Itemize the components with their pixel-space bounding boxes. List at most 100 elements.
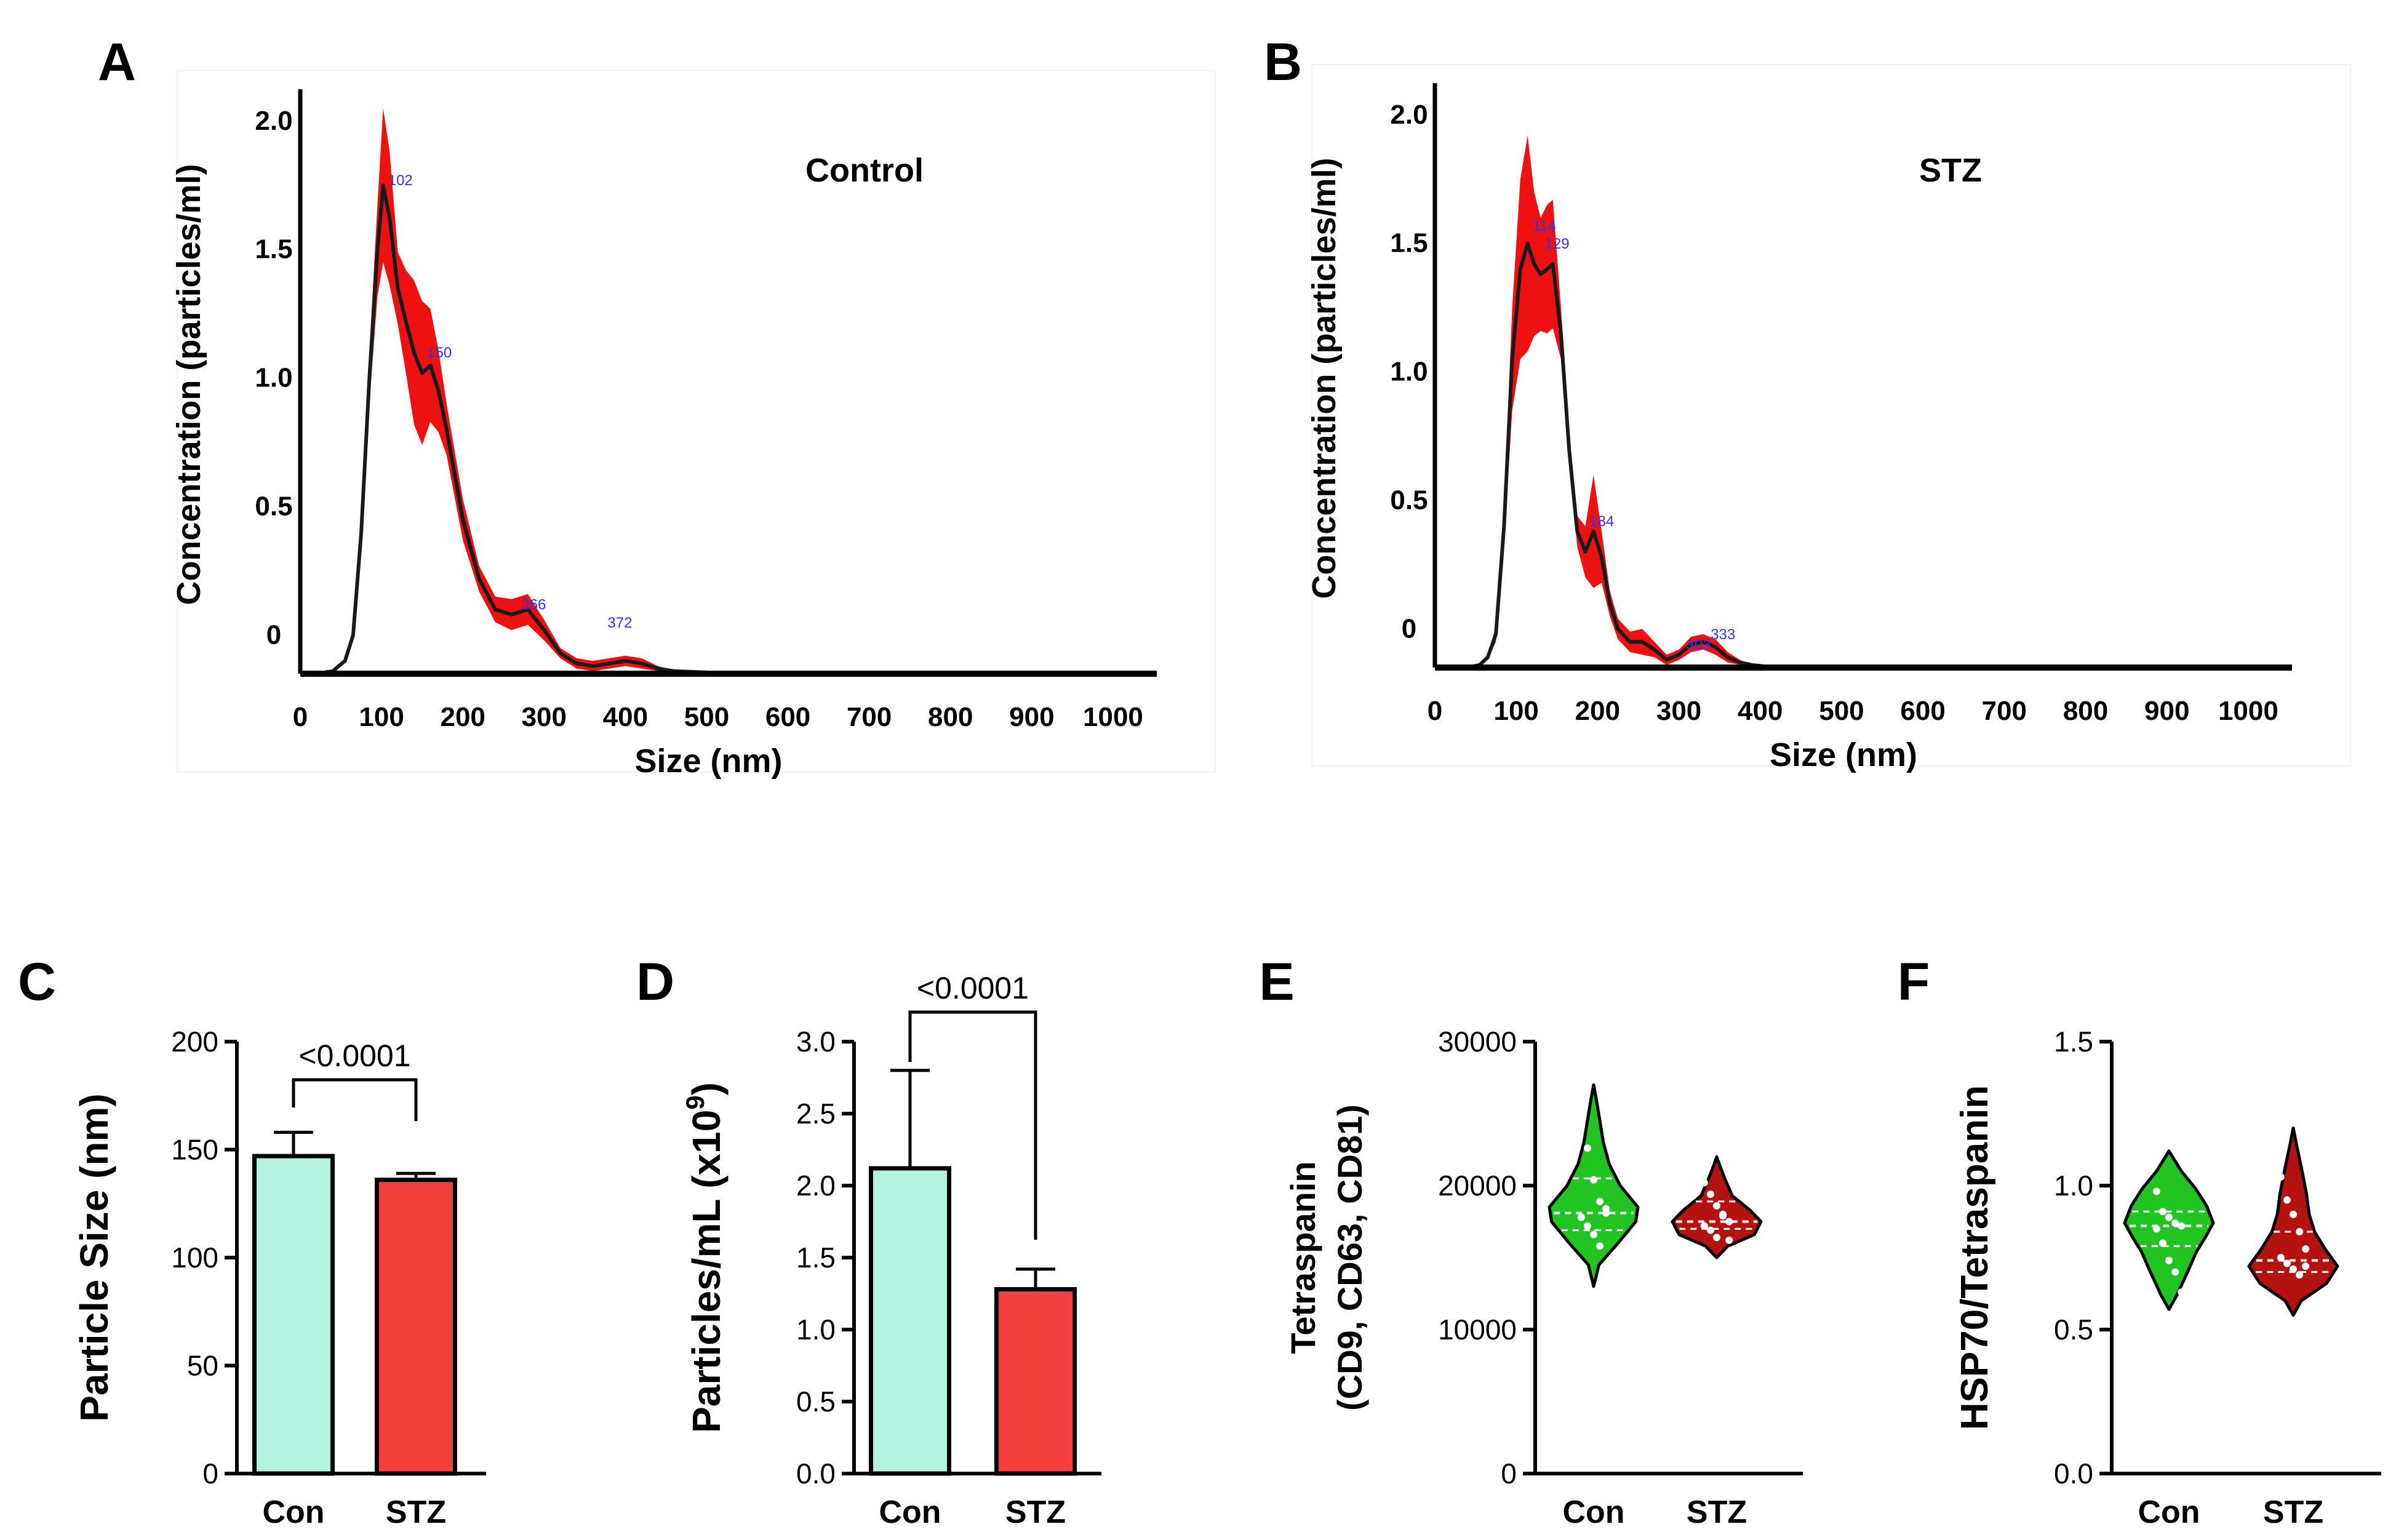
peak-label: 129: [1545, 236, 1570, 252]
y-tick-label: 0.0: [796, 1458, 836, 1490]
y-tick-label: 0: [202, 1458, 218, 1490]
x-tick-label: 600: [1900, 696, 1945, 726]
x-tick-label: Con: [262, 1494, 324, 1530]
y-tick-label: 1.5: [1390, 228, 1428, 258]
x-tick-label: 900: [2144, 696, 2189, 726]
data-point: [1590, 1176, 1597, 1184]
y-tick-label: 0: [1501, 1458, 1517, 1490]
y-tick-label: 200: [171, 1026, 218, 1058]
peak-label: 333: [1711, 626, 1735, 643]
y-axis-title-end: ): [684, 1082, 729, 1095]
y-axis-title-line1: Tetraspanin: [1284, 1161, 1322, 1354]
data-point: [1590, 1231, 1597, 1239]
y-tick-label: 1.0: [796, 1314, 836, 1346]
condition-label: Control: [805, 152, 924, 189]
panel-letter: D: [636, 952, 674, 1011]
panel-letter: E: [1259, 952, 1294, 1011]
x-tick-label: 800: [928, 702, 973, 732]
y-tick-label: 1.5: [796, 1242, 836, 1274]
p-value-label: <0.0001: [917, 971, 1029, 1005]
data-point: [2296, 1227, 2304, 1235]
data-point: [2277, 1254, 2285, 1261]
x-tick-label: 700: [1982, 696, 2027, 726]
x-tick-label: 100: [359, 702, 404, 732]
significance-bracket: [908, 1010, 1037, 1240]
data-point: [2171, 1219, 2179, 1227]
x-tick-label: 600: [765, 702, 810, 732]
violin-con: [1547, 1083, 1640, 1288]
peak-label: 150: [427, 345, 452, 361]
data-point: [1583, 1144, 1591, 1152]
panel-frame: [177, 70, 1216, 773]
x-tick-label: 300: [1656, 696, 1701, 726]
data-point: [1725, 1236, 1733, 1244]
x-tick-label: STZ: [386, 1494, 446, 1530]
panel-f-hsp70-ratio-violin-plot: 0.0 0.5 1.0 1.5 Con STZ F HSP70/Tetraspanin: [1898, 952, 2381, 1530]
peak-label: 114: [1533, 218, 1556, 234]
y-tick-label: 50: [187, 1350, 218, 1382]
y-tick-label: 2.0: [796, 1170, 836, 1202]
data-point: [2152, 1187, 2160, 1195]
x-tick-label: STZ: [2263, 1494, 2323, 1530]
data-point: [2158, 1239, 2166, 1247]
y-tick-label: 1.5: [2054, 1026, 2093, 1058]
panel-letter: C: [18, 952, 56, 1011]
data-point: [1577, 1121, 1585, 1129]
x-tick-label: Con: [2138, 1494, 2200, 1530]
x-tick-label: 200: [1575, 696, 1620, 726]
x-tick-label: 200: [440, 702, 485, 732]
y-tick-label: 0: [266, 620, 281, 650]
data-point: [2283, 1259, 2291, 1267]
x-tick-label: STZ: [1005, 1494, 1066, 1530]
peak-label: 184: [1589, 513, 1614, 530]
y-tick-label: 2.0: [255, 106, 292, 136]
y-tick-label: 150: [171, 1134, 218, 1166]
data-point: [1602, 1205, 1610, 1213]
bar-stz: [375, 1178, 457, 1476]
error-band: [1435, 135, 2289, 668]
y-tick-label: 10000: [1438, 1314, 1517, 1346]
peak-label: 372: [607, 615, 632, 631]
x-tick-label: 700: [847, 702, 892, 732]
condition-label: STZ: [1919, 152, 1982, 189]
data-point: [2171, 1268, 2179, 1276]
x-tick-label: 500: [684, 702, 729, 732]
data-point: [2283, 1196, 2291, 1204]
y-tick-label: 0.5: [1390, 485, 1428, 515]
data-point: [1713, 1234, 1720, 1242]
x-tick-label: 400: [603, 702, 648, 732]
y-axis-title: Particles/mL (x109): [681, 1082, 729, 1433]
y-tick-label: 2.5: [796, 1098, 836, 1130]
panel-letter: B: [1264, 33, 1302, 92]
panel-a-nta-control: 102 150 266 372 0 100 200 300 400 500 600 700 800 900…: [98, 33, 1216, 780]
y-tick-label: 0.5: [2054, 1314, 2093, 1346]
y-axis-title-exponent: 9: [681, 1095, 709, 1109]
y-tick-label: 30000: [1438, 1026, 1517, 1058]
y-axis-title: Concentration (particles/ml): [1306, 158, 1343, 599]
panel-c-particle-size-bar-chart: 0 50 100 150 200 Con STZ <0.0001 C Particle Size …: [18, 952, 486, 1530]
peak-label: 266: [521, 597, 546, 613]
error-band: [300, 108, 1154, 674]
y-tick-label: 1.0: [255, 363, 292, 393]
bar-stz: [994, 1287, 1077, 1476]
peak-label: 303: [1687, 637, 1711, 653]
y-axis-title: Concentration (particles/ml): [170, 164, 207, 605]
data-point: [1583, 1222, 1591, 1230]
x-tick-label: 900: [1009, 702, 1054, 732]
y-tick-label: 0.5: [255, 491, 292, 521]
data-point: [2290, 1265, 2297, 1273]
data-point: [1706, 1191, 1714, 1199]
x-tick-label: 1000: [1083, 702, 1143, 732]
data-point: [1700, 1222, 1708, 1230]
y-tick-label: 1.0: [1390, 357, 1428, 387]
data-point: [1577, 1213, 1585, 1221]
data-point: [1725, 1218, 1733, 1226]
x-tick-label: 800: [2063, 696, 2108, 726]
x-tick-label: Con: [1562, 1494, 1624, 1530]
data-point: [1596, 1242, 1604, 1250]
y-tick-label: 3.0: [796, 1026, 836, 1058]
y-axis-title: HSP70/Tetraspanin: [1954, 1085, 1996, 1430]
